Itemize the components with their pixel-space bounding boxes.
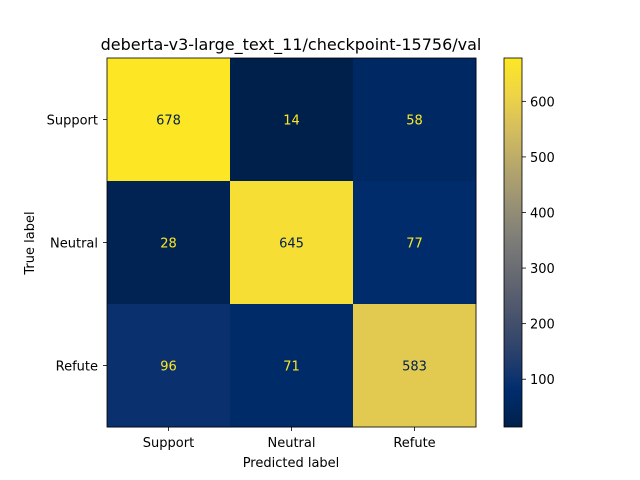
cell-value-label: 71 xyxy=(283,360,300,375)
cell-value-label: 14 xyxy=(283,114,300,129)
cell-value-label: 678 xyxy=(156,114,181,129)
x-axis-ticks: Support Neutral Refute xyxy=(143,427,436,451)
colorbar-tick-label: 400 xyxy=(530,206,555,221)
heatmap-cells xyxy=(107,58,477,428)
heatmap-cell xyxy=(230,181,354,305)
heatmap-cell xyxy=(230,304,354,428)
colorbar-tick-label: 200 xyxy=(530,318,555,333)
colorbar-tick-label: 500 xyxy=(530,151,555,166)
y-tick-label: Support xyxy=(47,114,98,129)
heatmap-cell xyxy=(230,58,354,182)
x-tick-label: Neutral xyxy=(268,436,316,451)
y-tick-label: Neutral xyxy=(50,237,98,252)
cell-value-label: 583 xyxy=(402,360,427,375)
colorbar-tick-label: 300 xyxy=(530,262,555,277)
cell-value-label: 58 xyxy=(406,114,423,129)
heatmap-cell xyxy=(353,58,477,182)
heatmap-cell xyxy=(107,181,231,305)
y-axis-ticks: Support Neutral Refute xyxy=(47,114,107,375)
chart-title: deberta-v3-large_text_11/checkpoint-1575… xyxy=(101,35,482,55)
x-tick-label: Support xyxy=(143,436,194,451)
x-tick-label: Refute xyxy=(393,436,435,451)
cell-value-label: 28 xyxy=(160,237,177,252)
heatmap-cell xyxy=(353,181,477,305)
cell-value-label: 77 xyxy=(406,237,423,252)
colorbar-ticks: 100 200 300 400 500 600 xyxy=(522,95,555,388)
x-axis-label: Predicted label xyxy=(243,456,340,471)
colorbar-tick-label: 600 xyxy=(530,95,555,110)
colorbar xyxy=(503,57,523,428)
heatmap-cell xyxy=(107,58,231,182)
y-axis-label: True label xyxy=(23,211,38,275)
heatmap-cell-labels: 678 14 58 28 645 77 96 71 583 xyxy=(156,114,427,375)
cell-value-label: 645 xyxy=(279,237,304,252)
cell-value-label: 96 xyxy=(160,360,177,375)
colorbar-tick-label: 100 xyxy=(530,373,555,388)
y-tick-label: Refute xyxy=(56,360,98,375)
heatmap-cell xyxy=(107,304,231,428)
heatmap-cell xyxy=(353,304,477,428)
